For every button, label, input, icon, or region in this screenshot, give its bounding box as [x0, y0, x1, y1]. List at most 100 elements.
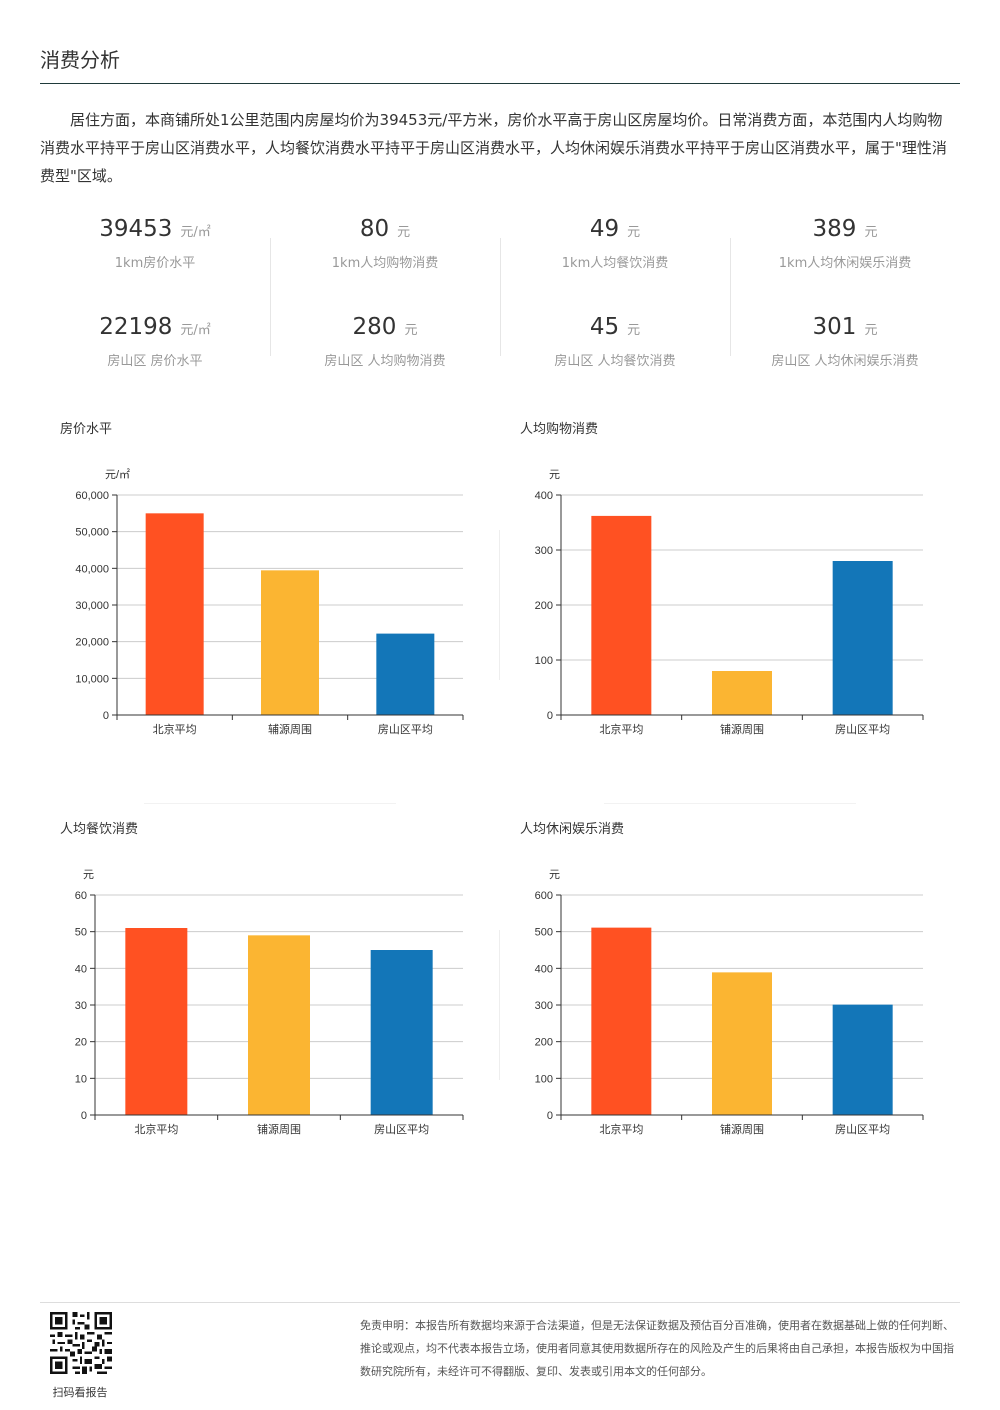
stat-local-shopping: 80 元 1km人均购物消费 [270, 216, 500, 271]
y-axis-label: 元/㎡ [105, 468, 130, 481]
x-tick-label: 辅源周围 [268, 722, 312, 736]
y-tick-label: 50 [75, 927, 87, 939]
y-tick-label: 400 [535, 963, 553, 975]
stat-district-shopping: 280 元 房山区 人均购物消费 [270, 314, 500, 369]
stat-label: 房山区 人均餐饮消费 [554, 354, 676, 369]
bar-3 [376, 633, 435, 715]
panel-divider [499, 930, 500, 1080]
bar-2 [712, 972, 772, 1115]
x-tick-label: 北京平均 [599, 722, 643, 736]
bar-1 [591, 927, 652, 1115]
stats-grid: 39453 元/㎡ 1km房价水平 22198 元/㎡ 房山区 房价水平 80 元 1… [40, 216, 960, 386]
x-tick-label: 房山区平均 [835, 1123, 890, 1136]
stat-unit: 元 [627, 323, 641, 338]
stat-value: 280 [352, 314, 397, 340]
stat-district-housing: 22198 元/㎡ 房山区 房价水平 [40, 314, 270, 369]
stat-unit: 元 [404, 323, 418, 338]
bar-2 [248, 935, 310, 1115]
y-tick-label: 400 [535, 490, 553, 502]
x-tick-label: 铺源周围 [257, 1122, 301, 1136]
stat-value: 80 [359, 216, 390, 242]
stat-unit: 元/㎡ [180, 323, 211, 338]
y-tick-label: 100 [535, 1073, 553, 1085]
stat-value: 39453 [99, 216, 173, 242]
stat-column-leisure: 389 元 1km人均休闲娱乐消费 301 元 房山区 人均休闲娱乐消费 [730, 216, 960, 386]
y-tick-label: 20,000 [75, 637, 109, 649]
footer-divider [40, 1302, 960, 1303]
stat-label: 1km人均餐饮消费 [561, 256, 669, 271]
stat-local-leisure: 389 元 1km人均休闲娱乐消费 [730, 216, 960, 271]
stat-column-dining: 49 元 1km人均餐饮消费 45 元 房山区 人均餐饮消费 [500, 216, 730, 386]
stat-value: 22198 [99, 314, 173, 340]
chart-title: 人均餐饮消费 [60, 822, 139, 837]
chart-housing-price-plot: 0 10,000 20,000 30,000 40,000 50,000 60,000 元/㎡… [75, 468, 464, 736]
stat-district-dining: 45 元 房山区 人均餐饮消费 [500, 314, 730, 369]
panel-divider [499, 530, 500, 680]
stat-label: 房山区 人均购物消费 [324, 354, 446, 369]
y-tick-label: 0 [81, 1110, 87, 1122]
y-axis-label: 元 [549, 869, 560, 881]
x-tick-label: 北京平均 [599, 1122, 643, 1136]
y-axis-label: 元 [549, 469, 560, 481]
title-divider [40, 83, 960, 84]
y-tick-label: 200 [535, 600, 553, 612]
chart-title: 人均休闲娱乐消费 [520, 822, 625, 837]
chart-housing-price: 房价水平 0 10,000 20,000 30,000 40,000 50,000 60,0… [40, 418, 500, 778]
stat-district-leisure: 301 元 房山区 人均休闲娱乐消费 [730, 314, 960, 369]
stat-value: 45 [589, 314, 620, 340]
qr-code-icon[interactable] [50, 1312, 112, 1374]
column-divider [500, 238, 501, 356]
x-tick-label: 房山区平均 [378, 723, 433, 736]
chart-title: 人均购物消费 [520, 422, 599, 437]
stat-label: 1km人均休闲娱乐消费 [778, 256, 912, 271]
x-tick-label: 北京平均 [153, 722, 197, 736]
stat-column-shopping: 80 元 1km人均购物消费 280 元 房山区 人均购物消费 [270, 216, 500, 386]
bar-2 [261, 570, 319, 715]
y-tick-label: 10,000 [75, 673, 109, 685]
column-divider [730, 238, 731, 356]
qr-caption: 扫码看报告 [52, 1386, 108, 1399]
y-tick-label: 300 [535, 1000, 553, 1012]
y-tick-label: 600 [535, 890, 553, 902]
chart-leisure: 人均休闲娱乐消费 0 100 200 300 400 500 600 元北京平均 铺源周围 房山区… [500, 818, 960, 1178]
y-tick-label: 100 [535, 655, 553, 667]
column-divider [270, 238, 271, 356]
y-tick-label: 300 [535, 545, 553, 557]
stat-column-housing: 39453 元/㎡ 1km房价水平 22198 元/㎡ 房山区 房价水平 [40, 216, 270, 386]
stat-unit: 元 [864, 323, 878, 338]
stat-value: 49 [589, 216, 620, 242]
chart-dining: 人均餐饮消费 0 10 20 30 40 50 60 元北京平均 铺源周围 房山区平均 [40, 818, 500, 1178]
stat-unit: 元 [864, 225, 878, 240]
bar-1 [591, 515, 652, 715]
bar-1 [125, 928, 188, 1115]
stat-label: 1km人均购物消费 [331, 256, 439, 271]
y-tick-label: 200 [535, 1037, 553, 1049]
stat-label: 房山区 房价水平 [107, 354, 203, 369]
y-tick-label: 50,000 [75, 527, 109, 539]
panel-divider [604, 803, 856, 804]
y-tick-label: 0 [547, 1110, 553, 1122]
chart-title: 房价水平 [60, 422, 113, 437]
stat-label: 1km房价水平 [114, 256, 196, 271]
x-tick-label: 房山区平均 [374, 1123, 429, 1136]
stat-unit: 元/㎡ [180, 225, 211, 240]
stat-unit: 元 [627, 225, 641, 240]
disclaimer-text: 免责申明：本报告所有数据均来源于合法渠道，但是无法保证数据及预估百分百准确，使用… [360, 1319, 954, 1378]
stat-local-dining: 49 元 1km人均餐饮消费 [500, 216, 730, 271]
y-tick-label: 0 [547, 710, 553, 722]
stat-value: 389 [812, 216, 857, 242]
y-tick-label: 40,000 [75, 563, 109, 575]
chart-shopping: 人均购物消费 0 100 200 300 400 元北京平均 铺源周围 房山区平均 [500, 418, 960, 778]
y-tick-label: 30 [75, 1000, 87, 1012]
y-axis-label: 元 [83, 869, 94, 881]
y-tick-label: 20 [75, 1037, 87, 1049]
y-tick-label: 30,000 [75, 600, 109, 612]
x-tick-label: 房山区平均 [835, 723, 890, 736]
section-title: 消费分析 [40, 48, 120, 72]
y-tick-label: 0 [103, 710, 109, 722]
y-tick-label: 40 [75, 963, 87, 975]
y-tick-label: 10 [75, 1073, 87, 1085]
